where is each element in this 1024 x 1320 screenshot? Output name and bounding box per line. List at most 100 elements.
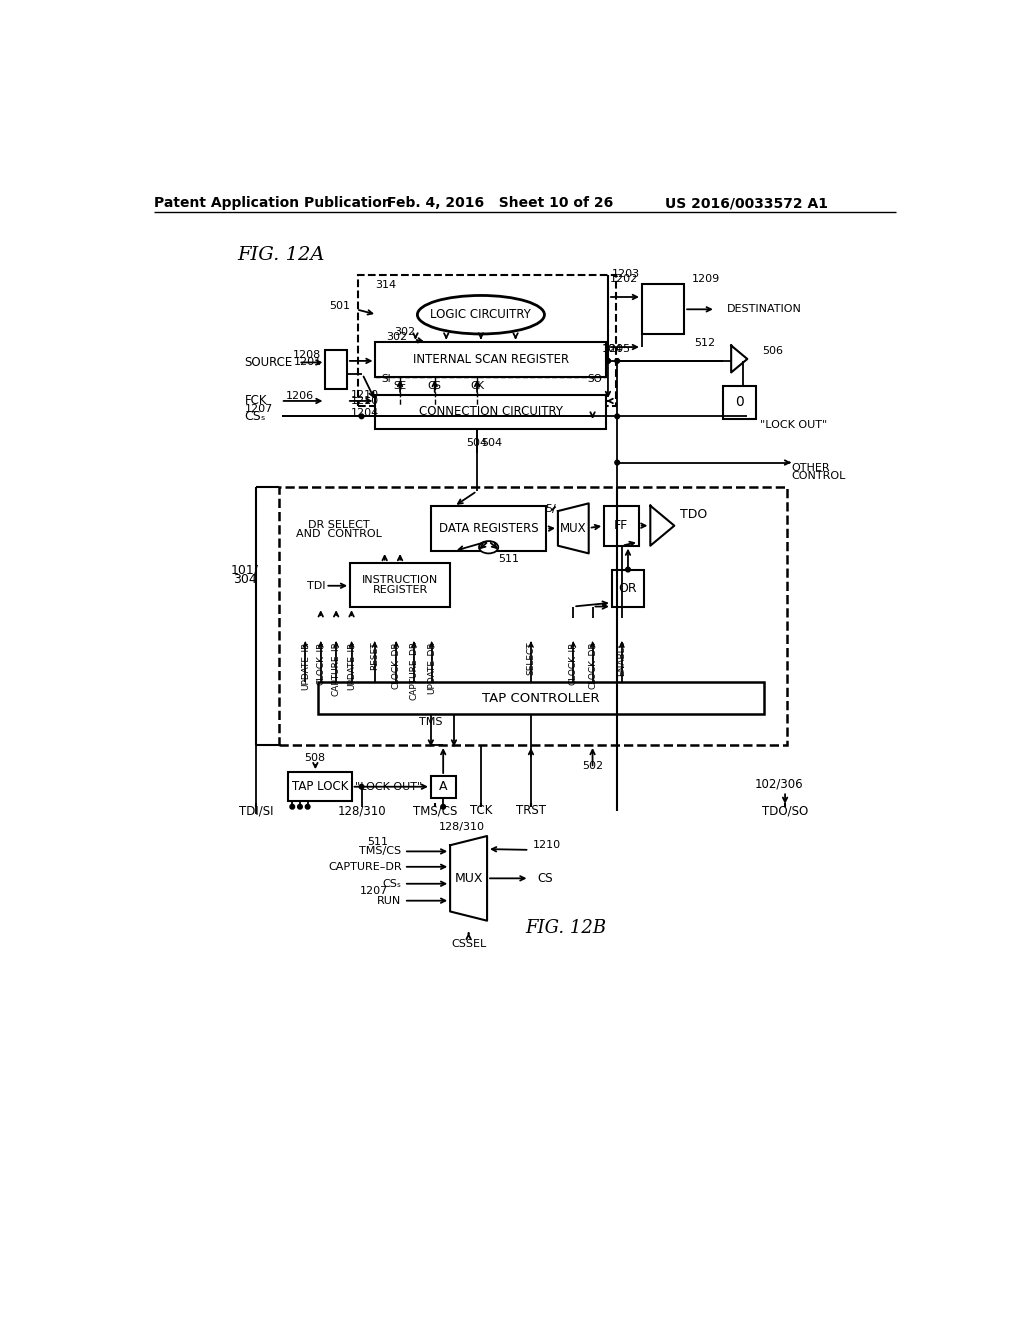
Circle shape — [614, 414, 620, 418]
Text: DESTINATION: DESTINATION — [727, 305, 802, 314]
Text: 1201: 1201 — [294, 358, 322, 367]
Text: 302: 302 — [387, 333, 408, 342]
Text: CLOCK–IR: CLOCK–IR — [568, 642, 578, 685]
Ellipse shape — [479, 541, 499, 553]
Text: FCK: FCK — [245, 395, 267, 408]
Text: MUX: MUX — [455, 871, 483, 884]
Bar — [326, 350, 347, 388]
Text: 1203: 1203 — [611, 269, 640, 279]
Text: TDO: TDO — [680, 508, 707, 520]
Text: CAPTURE–IR: CAPTURE–IR — [332, 642, 341, 696]
Text: UPDATE–IR: UPDATE–IR — [301, 642, 310, 689]
Text: "LOCK OUT": "LOCK OUT" — [760, 420, 827, 430]
Text: RUN: RUN — [378, 896, 401, 906]
Text: DATA REGISTERS: DATA REGISTERS — [439, 523, 539, 536]
Bar — [376, 395, 606, 429]
Text: CAPTURE–DR: CAPTURE–DR — [328, 862, 401, 871]
Text: TDI: TDI — [307, 581, 326, 591]
Text: SI: SI — [382, 374, 391, 384]
Text: UPDATE–DR: UPDATE–DR — [427, 642, 436, 694]
Text: 1208: 1208 — [293, 350, 322, 360]
Text: "LOCK OUT": "LOCK OUT" — [355, 781, 423, 792]
Text: CLOCK–IR: CLOCK–IR — [316, 642, 326, 685]
Circle shape — [359, 784, 364, 789]
Circle shape — [605, 359, 610, 363]
Text: 101/: 101/ — [230, 564, 258, 577]
Bar — [376, 342, 606, 378]
Text: 504: 504 — [481, 438, 502, 449]
Text: TDO/SO: TDO/SO — [762, 804, 808, 817]
Bar — [317, 682, 764, 714]
Text: OTHER: OTHER — [792, 463, 829, 473]
Text: TDI/SI: TDI/SI — [239, 804, 273, 817]
Circle shape — [359, 414, 364, 418]
Text: CSₛ: CSₛ — [383, 879, 401, 888]
Text: MUX: MUX — [560, 521, 587, 535]
Text: 1210: 1210 — [351, 396, 379, 407]
Bar — [289, 772, 351, 801]
Text: INTERNAL SCAN REGISTER: INTERNAL SCAN REGISTER — [413, 352, 569, 366]
Text: DR SELECT: DR SELECT — [307, 520, 370, 529]
Bar — [350, 562, 451, 607]
Text: 0: 0 — [735, 396, 744, 409]
Circle shape — [441, 804, 445, 809]
Circle shape — [290, 804, 295, 809]
Text: 511: 511 — [498, 554, 519, 564]
Bar — [611, 570, 644, 607]
Bar — [724, 387, 756, 418]
Text: OR: OR — [618, 582, 637, 594]
Text: 128/310: 128/310 — [438, 822, 484, 832]
Text: ENABLE: ENABLE — [617, 642, 627, 676]
Text: FIG. 12A: FIG. 12A — [237, 246, 325, 264]
Text: 128/310: 128/310 — [337, 804, 386, 817]
Ellipse shape — [418, 296, 545, 334]
Text: TCK: TCK — [470, 804, 493, 817]
Text: 302: 302 — [394, 326, 416, 337]
Text: 314: 314 — [376, 280, 396, 289]
Text: FF: FF — [614, 519, 628, 532]
Bar — [431, 776, 456, 797]
Text: CK: CK — [470, 381, 484, 391]
Text: CS: CS — [538, 871, 553, 884]
Circle shape — [614, 359, 620, 363]
Text: AND  CONTROL: AND CONTROL — [296, 529, 381, 539]
Text: 1206: 1206 — [286, 391, 314, 400]
Text: 1210: 1210 — [351, 389, 379, 400]
Text: 508: 508 — [304, 754, 325, 763]
Text: 512: 512 — [694, 338, 716, 348]
Text: 1204: 1204 — [351, 408, 379, 417]
Text: TAP LOCK: TAP LOCK — [292, 780, 348, 793]
Text: 506: 506 — [762, 346, 783, 356]
Bar — [431, 507, 547, 552]
Text: 102/306: 102/306 — [755, 777, 803, 791]
Text: INSTRUCTION: INSTRUCTION — [361, 576, 438, 585]
Text: 502: 502 — [582, 760, 603, 771]
Text: CONTROL: CONTROL — [792, 471, 846, 482]
Text: CLOCK–DR: CLOCK–DR — [588, 642, 597, 689]
Text: Feb. 4, 2016   Sheet 10 of 26: Feb. 4, 2016 Sheet 10 of 26 — [387, 197, 613, 210]
Text: REGISTER: REGISTER — [373, 585, 428, 594]
Text: 5/: 5/ — [545, 504, 556, 513]
Text: A: A — [439, 780, 447, 793]
Text: LOGIC CIRCUITRY: LOGIC CIRCUITRY — [430, 308, 531, 321]
Text: TRST: TRST — [516, 804, 546, 817]
Text: 1202: 1202 — [609, 275, 638, 284]
Text: 1205: 1205 — [603, 345, 631, 354]
Text: CSₛ: CSₛ — [245, 409, 266, 422]
Circle shape — [305, 804, 310, 809]
Text: 304: 304 — [232, 573, 256, 586]
Circle shape — [298, 804, 302, 809]
Text: CSSEL: CSSEL — [451, 939, 486, 949]
Text: FIG. 12B: FIG. 12B — [525, 920, 606, 937]
Text: US 2016/0033572 A1: US 2016/0033572 A1 — [665, 197, 828, 210]
Text: UPDATE–IR: UPDATE–IR — [347, 642, 356, 689]
Text: 1210: 1210 — [534, 841, 561, 850]
Circle shape — [605, 359, 610, 363]
Circle shape — [614, 461, 620, 465]
Bar — [280, 487, 787, 744]
Text: SE: SE — [393, 381, 407, 391]
Text: 1207: 1207 — [360, 887, 388, 896]
Text: 104: 104 — [602, 345, 624, 354]
Text: SO: SO — [588, 374, 602, 384]
Text: 504: 504 — [467, 438, 487, 449]
